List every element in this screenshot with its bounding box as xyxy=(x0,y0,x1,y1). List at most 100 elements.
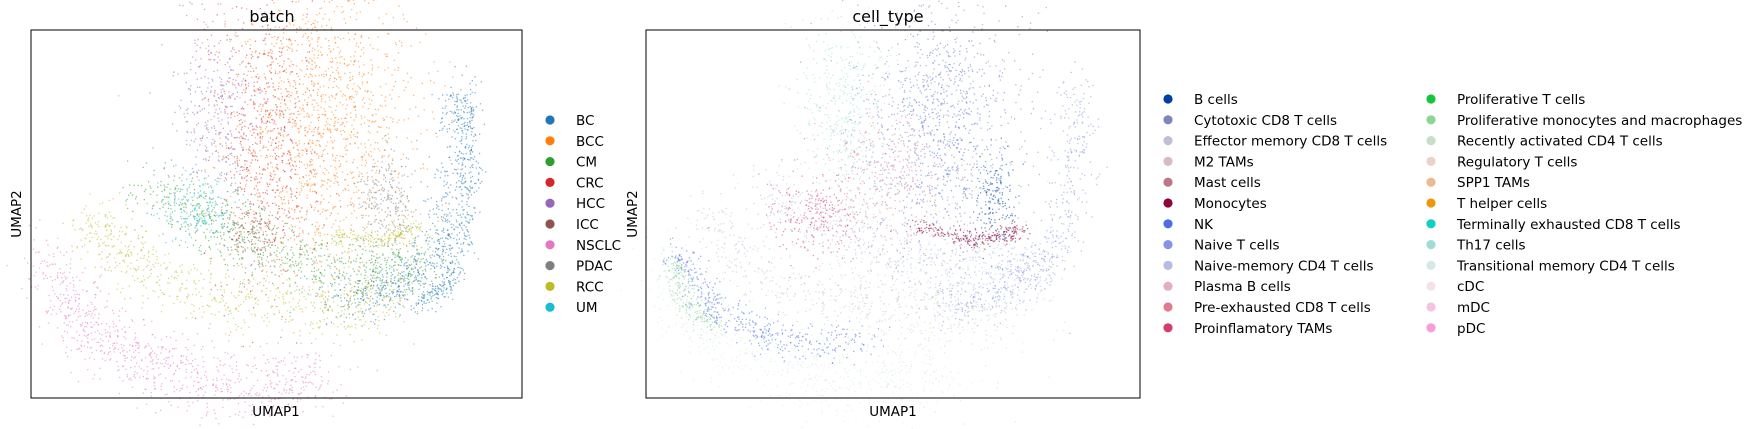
batch-point-bcc xyxy=(296,50,298,52)
batch-point-cm xyxy=(442,274,444,276)
batch-point-rcc xyxy=(276,306,279,308)
batch-point-bcc xyxy=(271,142,273,144)
batch-point-bcc xyxy=(367,153,370,155)
batch-point-cm xyxy=(186,193,188,195)
batch-point-cm xyxy=(201,211,203,213)
batch-point-rcc xyxy=(289,278,291,281)
batch-point-rcc xyxy=(111,246,113,248)
batch-point-bcc xyxy=(413,343,415,345)
batch-point-bcc xyxy=(275,237,277,240)
batch-point-bcc xyxy=(289,82,291,84)
batch-point-bcc xyxy=(301,185,303,187)
batch-point-bcc xyxy=(338,166,340,168)
batch-point-nsclc xyxy=(148,353,150,355)
batch-point-cm xyxy=(361,253,363,255)
batch-point-cm xyxy=(207,214,209,216)
batch-point-nsclc xyxy=(308,374,311,376)
batch-point-bc xyxy=(428,156,430,158)
batch-point-crc xyxy=(256,81,258,83)
batch-point-rcc xyxy=(112,198,114,200)
batch-point-nsclc xyxy=(129,344,131,346)
batch-point-bcc xyxy=(251,76,253,78)
batch-point-nsclc xyxy=(109,334,111,336)
batch-point-nsclc xyxy=(168,356,170,359)
batch-point-cm xyxy=(293,234,295,236)
batch-point-bcc xyxy=(285,245,287,248)
batch-point-bc-edge xyxy=(464,100,467,102)
batch-point-nsclc xyxy=(315,359,317,361)
batch-point-cm xyxy=(182,202,184,205)
batch-point-nsclc xyxy=(260,370,263,372)
batch-point-nsclc xyxy=(296,356,298,359)
batch-point-bc xyxy=(447,238,449,240)
batch-point-cm xyxy=(208,239,210,242)
batch-point-bcc xyxy=(353,105,355,108)
batch-point-rcc xyxy=(113,235,115,238)
batch-point-bc xyxy=(375,319,377,321)
batch-point-bcc xyxy=(309,73,311,75)
batch-point-bcc xyxy=(352,96,354,99)
batch-point-bc xyxy=(347,304,349,306)
batch-point-bc xyxy=(383,295,385,297)
batch-point-cm xyxy=(320,272,322,275)
batch-point-bc xyxy=(417,279,419,282)
batch-point-bcc xyxy=(275,123,277,125)
batch-point-bc xyxy=(446,229,449,231)
batch-point-nsclc xyxy=(93,282,95,285)
batch-point-rcc xyxy=(378,319,380,322)
batch-point-bcc xyxy=(234,162,236,164)
batch-point-nsclc xyxy=(265,370,268,372)
batch-point-cm xyxy=(165,211,167,213)
batch-point-rcc xyxy=(229,310,232,312)
batch-point-bc xyxy=(460,181,462,183)
batch-point-bcc xyxy=(267,24,269,26)
batch-point-bcc xyxy=(286,135,288,137)
batch-point-bcc xyxy=(381,157,383,159)
batch-point-bcc xyxy=(271,173,273,175)
batch-point-nsclc xyxy=(294,376,296,378)
batch-point-bcc xyxy=(375,265,377,267)
batch-point-rcc xyxy=(357,293,359,295)
batch-point-bcc xyxy=(377,142,379,144)
batch-point-nsclc xyxy=(70,349,73,352)
batch-point-crc xyxy=(291,140,293,142)
batch-point-bc-edge xyxy=(467,194,469,196)
batch-point-nsclc xyxy=(49,306,52,309)
batch-point-crc xyxy=(277,211,279,213)
batch-point-cm xyxy=(145,189,147,191)
batch-point-bcc xyxy=(388,137,390,140)
batch-point-nsclc xyxy=(145,388,147,390)
batch-point-bcc xyxy=(311,60,314,62)
batch-point-bcc xyxy=(294,40,296,42)
batch-point-bcc xyxy=(411,263,413,265)
batch-point-bcc xyxy=(298,140,300,142)
batch-point-rcc xyxy=(331,310,333,312)
batch-point-nsclc xyxy=(245,377,248,379)
batch-point-rcc xyxy=(249,345,251,348)
batch-point-cm xyxy=(411,245,413,247)
batch-point-nsclc xyxy=(163,358,165,361)
batch-point-bc xyxy=(334,272,336,274)
batch-point-bc xyxy=(419,267,421,269)
batch-point-nsclc xyxy=(63,294,65,296)
batch-point-nsclc xyxy=(106,300,108,302)
batch-point-nsclc xyxy=(80,227,82,229)
batch-point-crc xyxy=(267,245,269,247)
batch-point-cm xyxy=(199,205,201,207)
batch-point-rcc xyxy=(265,259,267,261)
batch-point-bc-edge xyxy=(463,254,465,256)
batch-point-bc xyxy=(441,117,443,119)
batch-point-bcc xyxy=(308,125,311,127)
batch-point-rcc xyxy=(283,303,285,305)
batch-point-bc-edge xyxy=(465,136,468,138)
batch-point-rcc xyxy=(85,222,87,224)
batch-point-nsclc xyxy=(89,310,92,312)
batch-point-rcc xyxy=(411,282,413,284)
batch-point-bcc xyxy=(245,89,247,91)
batch-panel: batch UMAP1 UMAP2 BCBCCCMCRCHCCICCNSCLCP… xyxy=(6,0,621,426)
batch-point-nsclc xyxy=(166,393,168,395)
batch-point-bc-edge xyxy=(462,229,464,231)
batch-point-nsclc xyxy=(250,414,253,416)
batch-point-bcc xyxy=(365,208,367,210)
batch-point-cm xyxy=(285,222,287,225)
